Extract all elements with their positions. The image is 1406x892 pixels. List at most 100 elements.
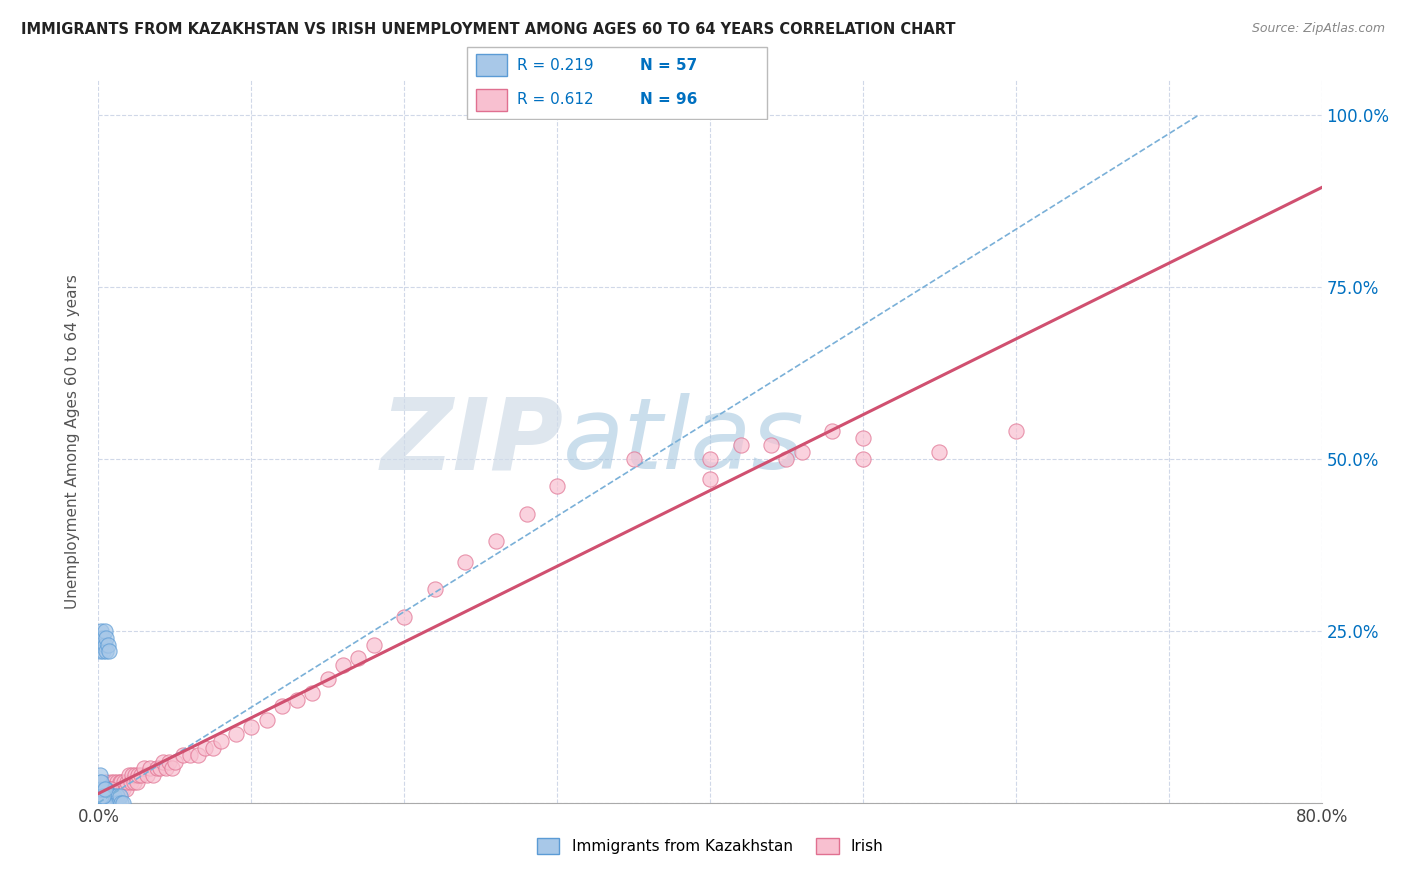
Point xyxy=(90,796,112,810)
Point xyxy=(623,451,645,466)
Point xyxy=(98,782,121,797)
Point xyxy=(101,782,124,797)
Point xyxy=(1004,424,1026,438)
Point xyxy=(93,796,115,810)
Point xyxy=(730,438,752,452)
Point xyxy=(94,782,117,797)
Point xyxy=(103,789,125,803)
Point xyxy=(91,789,114,803)
Point xyxy=(332,658,354,673)
Point xyxy=(129,768,152,782)
Point xyxy=(100,796,122,810)
Point xyxy=(546,479,568,493)
FancyBboxPatch shape xyxy=(467,47,768,119)
Text: ZIP: ZIP xyxy=(380,393,564,490)
Text: R = 0.219: R = 0.219 xyxy=(516,58,593,72)
Point xyxy=(101,796,124,810)
Point xyxy=(105,789,128,803)
Point xyxy=(98,789,121,803)
Point xyxy=(110,782,132,797)
Point xyxy=(105,775,128,789)
Point xyxy=(111,796,134,810)
Point xyxy=(163,755,186,769)
Point xyxy=(142,768,165,782)
Point xyxy=(90,782,112,797)
Point xyxy=(852,431,875,445)
Point xyxy=(91,796,114,810)
Point xyxy=(149,761,172,775)
Point xyxy=(89,789,111,803)
Y-axis label: Unemployment Among Ages 60 to 64 years: Unemployment Among Ages 60 to 64 years xyxy=(65,274,80,609)
Text: atlas: atlas xyxy=(564,393,804,490)
Point xyxy=(240,720,263,734)
Point xyxy=(104,782,127,797)
Point xyxy=(139,761,162,775)
Point xyxy=(87,789,110,803)
Point xyxy=(285,692,308,706)
Point xyxy=(111,782,134,797)
Point xyxy=(89,796,111,810)
Point xyxy=(699,451,721,466)
Point xyxy=(270,699,292,714)
Point xyxy=(852,451,875,466)
Point xyxy=(172,747,194,762)
Point xyxy=(110,775,132,789)
Point xyxy=(103,782,125,797)
Point xyxy=(89,782,111,797)
Point xyxy=(97,782,120,797)
Point xyxy=(90,775,112,789)
Point xyxy=(91,796,114,810)
Text: N = 57: N = 57 xyxy=(640,58,697,72)
Point xyxy=(93,782,115,797)
Point xyxy=(94,796,117,810)
Point xyxy=(91,782,114,797)
Point xyxy=(90,789,112,803)
Point xyxy=(97,638,120,652)
Point xyxy=(160,761,183,775)
Point xyxy=(91,789,114,803)
Point xyxy=(97,782,120,797)
Point xyxy=(93,782,115,797)
Point xyxy=(94,789,117,803)
Point xyxy=(107,796,129,810)
Point xyxy=(93,782,115,797)
Point xyxy=(157,755,180,769)
Point xyxy=(134,761,156,775)
Point xyxy=(152,755,174,769)
Text: IMMIGRANTS FROM KAZAKHSTAN VS IRISH UNEMPLOYMENT AMONG AGES 60 TO 64 YEARS CORRE: IMMIGRANTS FROM KAZAKHSTAN VS IRISH UNEM… xyxy=(21,22,956,37)
Point xyxy=(90,789,112,803)
Point xyxy=(108,775,131,789)
Point xyxy=(93,789,115,803)
Point xyxy=(98,782,121,797)
Point xyxy=(93,782,115,797)
Point xyxy=(775,451,797,466)
Point xyxy=(91,782,114,797)
Point xyxy=(117,775,139,789)
Point xyxy=(256,713,278,727)
Point xyxy=(118,768,141,782)
Point xyxy=(100,789,122,803)
Point xyxy=(347,651,370,665)
Point xyxy=(91,789,114,803)
Point xyxy=(91,789,114,803)
Point xyxy=(90,796,112,810)
Point xyxy=(89,631,111,645)
Point xyxy=(516,507,538,521)
Point xyxy=(363,638,385,652)
FancyBboxPatch shape xyxy=(477,88,508,112)
Point xyxy=(90,782,112,797)
Point xyxy=(101,789,124,803)
Point xyxy=(90,796,112,810)
Point xyxy=(454,555,477,569)
Point xyxy=(121,768,143,782)
Point xyxy=(94,789,117,803)
Point xyxy=(93,789,115,803)
Point xyxy=(97,789,120,803)
Point xyxy=(821,424,844,438)
Point xyxy=(90,789,112,803)
Point xyxy=(316,672,339,686)
Point xyxy=(115,782,138,797)
Point xyxy=(94,782,117,797)
Point xyxy=(392,610,416,624)
Text: Source: ZipAtlas.com: Source: ZipAtlas.com xyxy=(1251,22,1385,36)
